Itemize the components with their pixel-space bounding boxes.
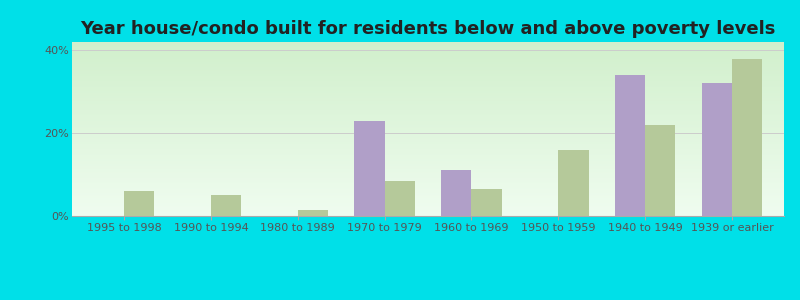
Bar xyxy=(614,75,645,216)
Title: Year house/condo built for residents below and above poverty levels: Year house/condo built for residents bel… xyxy=(80,20,776,38)
Bar xyxy=(211,195,242,216)
Bar xyxy=(471,189,502,216)
Bar xyxy=(645,125,675,216)
Bar xyxy=(702,83,732,216)
Bar xyxy=(385,181,415,216)
Bar xyxy=(298,210,328,216)
Bar xyxy=(732,58,762,216)
Bar xyxy=(558,150,589,216)
Bar xyxy=(441,170,471,216)
Bar xyxy=(354,121,385,216)
Bar xyxy=(124,191,154,216)
